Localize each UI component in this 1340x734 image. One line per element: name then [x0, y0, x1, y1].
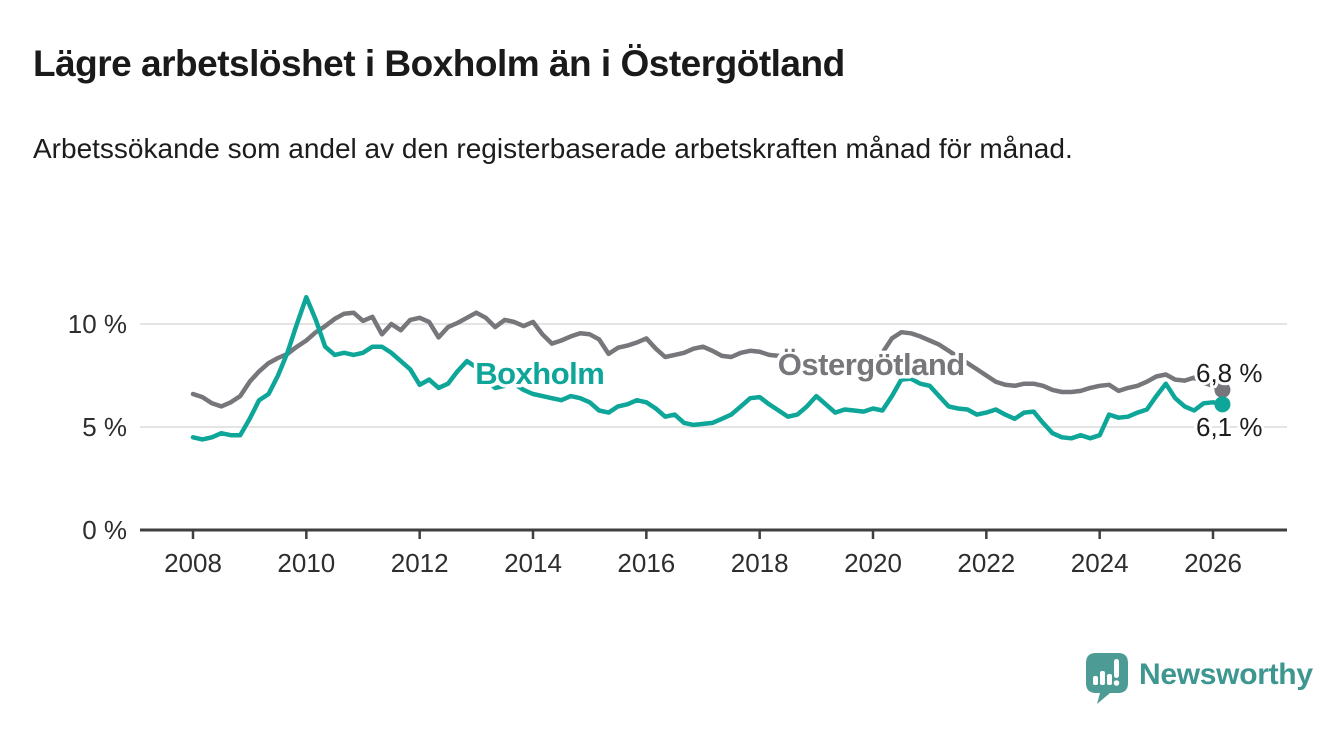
series-end-value-östergötland: 6,8 % — [1196, 358, 1263, 388]
x-axis-label: 2018 — [731, 548, 789, 578]
y-axis-label: 10 % — [68, 309, 127, 339]
series-label-boxholm: Boxholm — [475, 356, 604, 391]
x-axis-label: 2026 — [1184, 548, 1242, 578]
chart-subtitle: Arbetssökande som andel av den registerb… — [33, 133, 1073, 164]
series-end-value-boxholm: 6,1 % — [1196, 412, 1263, 442]
series-line-östergötland — [190, 310, 1225, 409]
logo-bar-medium — [1107, 674, 1112, 685]
logo-bar-small — [1093, 676, 1098, 685]
logo-bar-tall — [1100, 671, 1105, 685]
chart-title: Lägre arbetslöshet i Boxholm än i Österg… — [33, 43, 845, 84]
x-axis-label: 2010 — [277, 548, 335, 578]
x-axis-label: 2008 — [164, 548, 222, 578]
x-axis-label: 2016 — [617, 548, 675, 578]
newsworthy-logo-text: Newsworthy — [1139, 658, 1313, 691]
newsworthy-logo-icon — [1086, 653, 1128, 704]
logo-exclamation-dot — [1113, 680, 1120, 686]
logo-exclamation-bar — [1114, 659, 1119, 678]
x-axis-label: 2024 — [1071, 548, 1129, 578]
x-axis-label: 2020 — [844, 548, 902, 578]
y-axis-label: 5 % — [82, 412, 127, 442]
x-axis-label: 2012 — [391, 548, 449, 578]
series-end-dot-östergötland — [1214, 381, 1231, 398]
x-axis-label: 2014 — [504, 548, 562, 578]
y-axis-label: 0 % — [82, 515, 127, 545]
x-axis-label: 2022 — [957, 548, 1015, 578]
series-line-boxholm — [190, 294, 1225, 442]
series-label-östergötland: Östergötland — [778, 347, 965, 382]
newsworthy-logo: Newsworthy — [1086, 653, 1313, 705]
series-end-dot-boxholm — [1214, 396, 1231, 413]
